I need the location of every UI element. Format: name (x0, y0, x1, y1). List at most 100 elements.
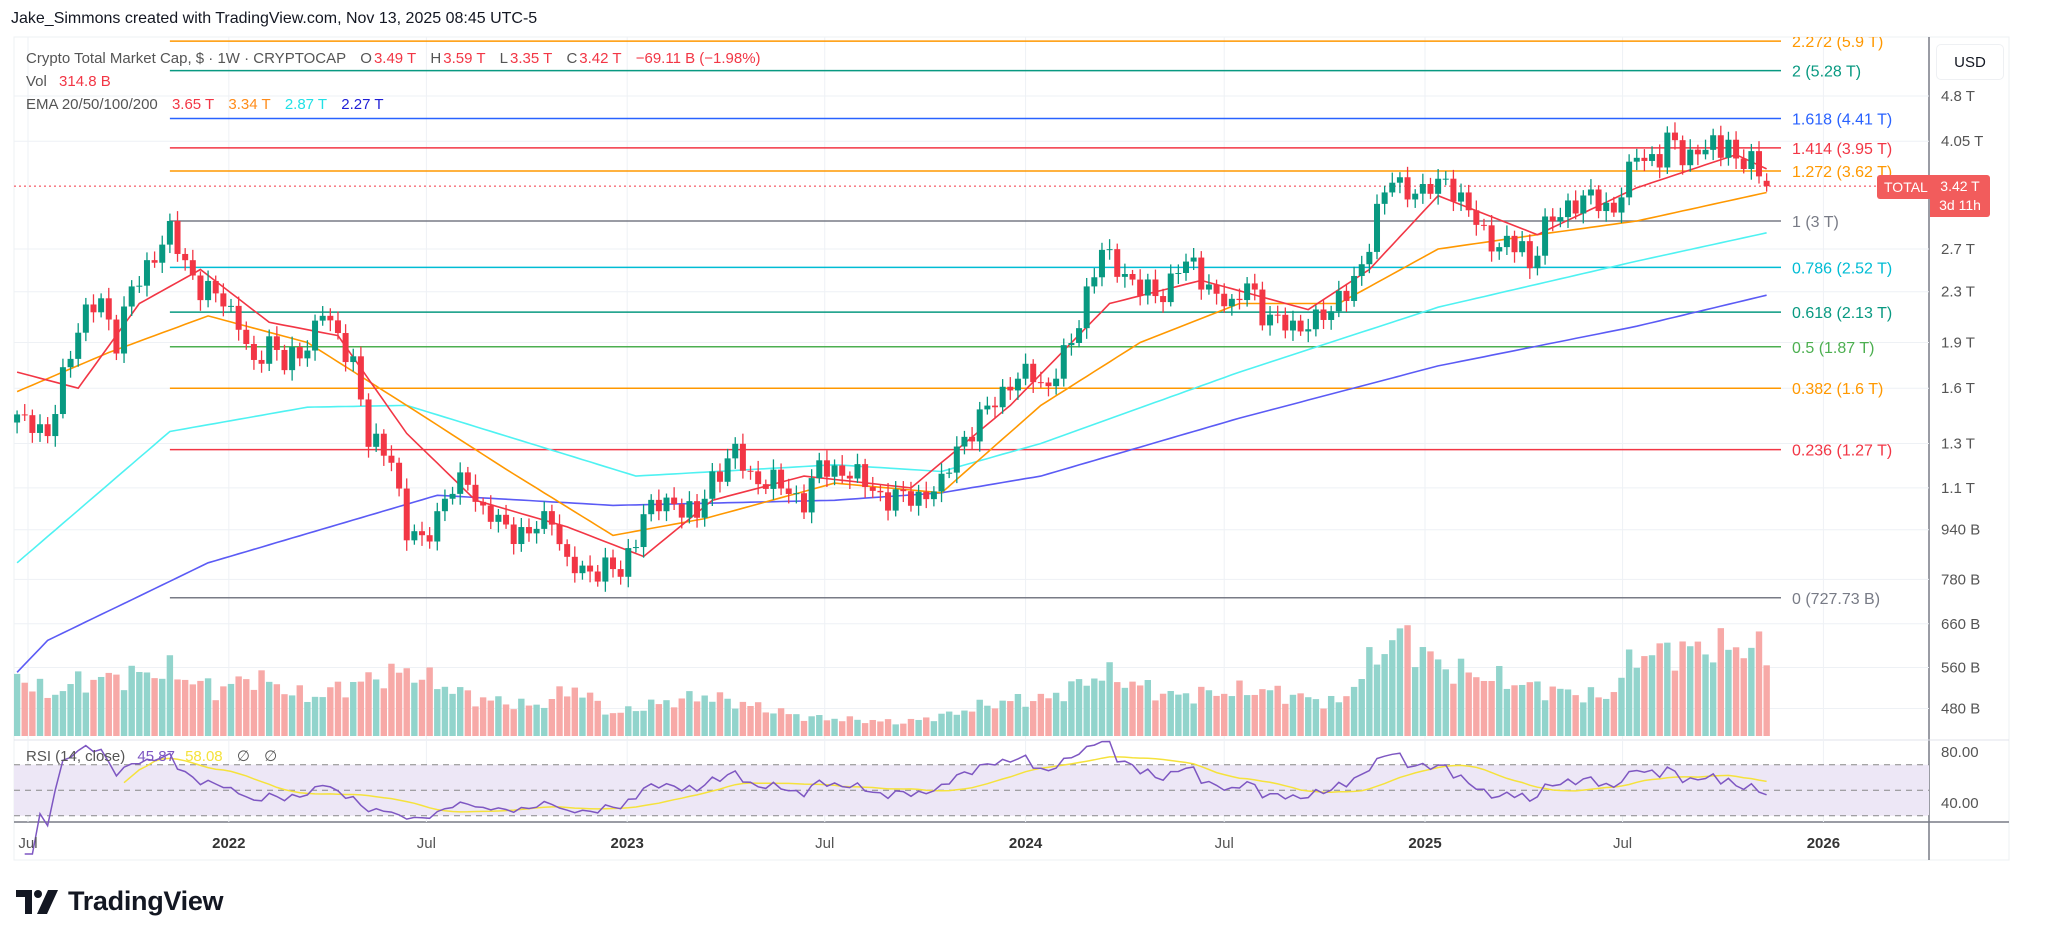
currency-button[interactable]: USD (1936, 44, 2004, 80)
volume-bar (1572, 695, 1579, 736)
candle (1511, 230, 1518, 263)
candle-body (457, 472, 464, 494)
price-axis-label: 1.9 T (1941, 335, 1975, 352)
candle-body (1519, 241, 1526, 253)
candle (992, 396, 999, 419)
candle-body (1320, 309, 1327, 320)
candle-body (1496, 247, 1503, 252)
candle-body (755, 471, 762, 485)
candle (1740, 149, 1747, 174)
candle (541, 501, 548, 535)
candle (1282, 307, 1289, 339)
candle-body (525, 527, 532, 534)
candle-body (770, 469, 777, 489)
candle (357, 346, 364, 406)
candle (1076, 320, 1083, 348)
volume-bar (1580, 702, 1587, 736)
volume-bar (151, 678, 158, 736)
candle-body (75, 332, 82, 359)
volume-bar (754, 702, 762, 736)
candle (159, 235, 166, 273)
candle (1756, 141, 1763, 184)
candle-body (1717, 135, 1724, 158)
last-price: 3.42 T (1940, 178, 1980, 194)
candle-body (159, 244, 166, 263)
candle (189, 249, 196, 280)
candle (1114, 243, 1121, 283)
volume-bar (823, 720, 831, 736)
candle (556, 514, 563, 551)
candle-body (1259, 289, 1266, 326)
candle-body (1106, 249, 1113, 251)
volume-bar (1656, 643, 1663, 736)
volume-bar (1098, 680, 1106, 736)
candle-body (854, 464, 861, 479)
candle-body (1160, 296, 1167, 303)
candle-body (235, 305, 242, 330)
candle-body (480, 501, 487, 506)
candle-body (617, 569, 624, 577)
volume-bar (602, 714, 609, 736)
candle (21, 404, 28, 422)
candle-body (1213, 284, 1220, 294)
tradingview-logo[interactable]: TradingView (16, 886, 224, 917)
candle-body (1137, 279, 1144, 296)
volume-bar (1175, 694, 1182, 736)
candle-body (1244, 283, 1251, 301)
candle (1328, 305, 1335, 330)
candle (1190, 247, 1197, 271)
volume-bar (1419, 647, 1427, 736)
volume-bar (388, 663, 395, 736)
candle (762, 479, 769, 495)
candle-body (90, 304, 97, 313)
volume-bar (716, 692, 724, 736)
candle (518, 518, 525, 552)
volume-bar (1442, 669, 1449, 736)
candle-body (541, 511, 548, 529)
volume-bar (884, 719, 892, 736)
price-axis-label: 1.3 T (1941, 435, 1975, 452)
volume-bar (1373, 664, 1381, 736)
candle (877, 483, 884, 502)
volume-bar (434, 689, 441, 736)
candle (1710, 128, 1717, 161)
volume-bar (686, 691, 693, 736)
candle-body (411, 531, 418, 541)
candle (548, 504, 555, 536)
candle-body (907, 491, 914, 506)
volume-legend: Vol 314.8 B (26, 73, 113, 90)
volume-bar (1664, 642, 1671, 736)
volume-bar (900, 723, 907, 736)
time-axis-label: 2023 (611, 835, 644, 852)
candle-body (151, 260, 158, 263)
volume-bar (1343, 696, 1350, 736)
fib-label-0.236: 0.236 (1.27 T) (1792, 443, 1892, 460)
candle-body (319, 315, 326, 321)
candle-body (1251, 283, 1258, 290)
volume-bar (502, 704, 510, 736)
volume-bar (403, 668, 410, 736)
volume-bar (1732, 647, 1740, 736)
candle (1251, 273, 1258, 301)
candle-body (663, 497, 670, 512)
volume-bar (1052, 692, 1060, 736)
candle-body (495, 514, 502, 522)
candle-body (1167, 273, 1174, 303)
chart-frame (13, 36, 2010, 861)
candle (617, 560, 624, 585)
volume-bar (1480, 680, 1488, 736)
candle-body (1205, 284, 1212, 290)
candle (1106, 239, 1113, 260)
candle (1473, 200, 1480, 236)
candle-body (212, 280, 219, 294)
volume-bar (1389, 640, 1396, 736)
candle (29, 409, 36, 443)
volume-bar (877, 721, 884, 736)
candle (128, 280, 135, 316)
candle (250, 335, 257, 370)
volume-bar (869, 719, 876, 736)
candle (785, 478, 792, 504)
candle-body (625, 548, 632, 577)
candle-body (1335, 290, 1342, 312)
